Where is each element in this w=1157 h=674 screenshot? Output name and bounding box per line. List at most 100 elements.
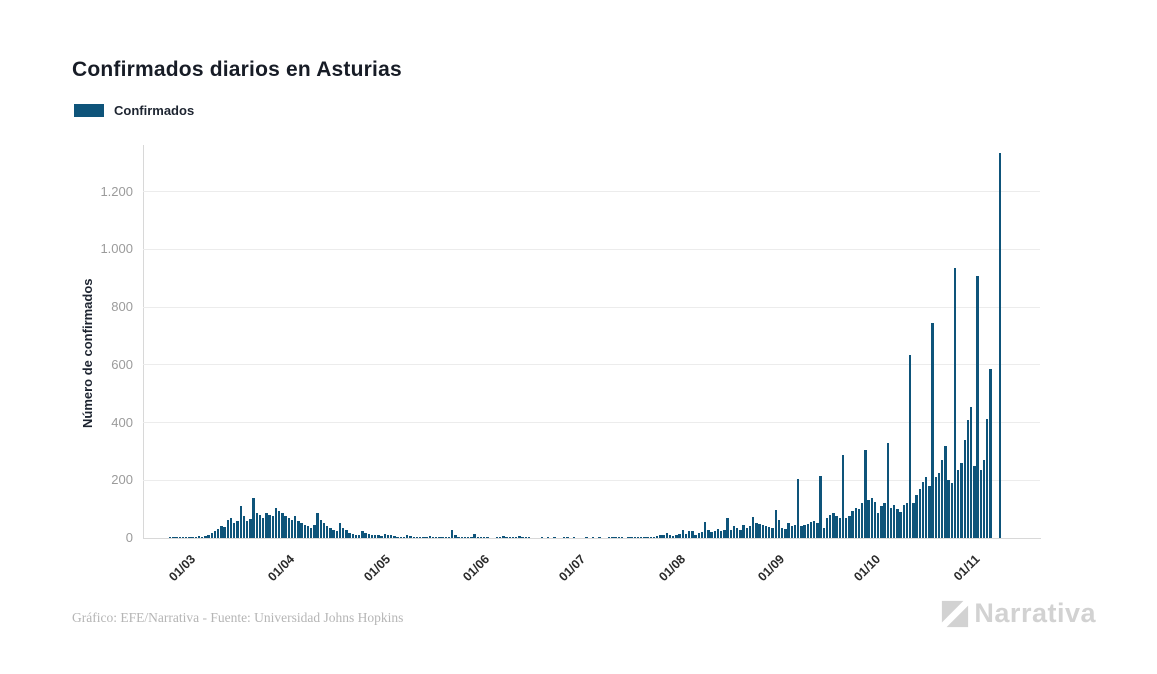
y-tick-label: 200 (111, 472, 133, 488)
bar (370, 534, 374, 538)
bar (627, 537, 630, 538)
bar (380, 536, 383, 538)
bar (928, 486, 931, 538)
bar (261, 517, 265, 538)
bar (319, 519, 322, 538)
bar (713, 530, 717, 538)
bar (611, 537, 614, 538)
bar (761, 524, 765, 538)
bar (572, 537, 576, 538)
bar (861, 503, 864, 538)
bar (764, 526, 768, 538)
bar (646, 537, 649, 538)
bar (803, 525, 806, 538)
bar (668, 535, 672, 538)
bar (835, 516, 838, 538)
bar (322, 522, 326, 538)
gridline (143, 306, 1040, 308)
bar (886, 442, 890, 538)
bar (989, 368, 992, 538)
bar (755, 523, 758, 538)
bar (441, 537, 444, 538)
bar (739, 529, 742, 538)
bar (816, 522, 819, 538)
bar (213, 530, 217, 538)
bar (591, 537, 595, 538)
bar (694, 534, 697, 538)
bar (428, 536, 431, 538)
bar (864, 449, 867, 538)
bar (342, 527, 345, 538)
bar (236, 521, 239, 538)
bar (832, 513, 835, 538)
bar (386, 535, 390, 538)
bar (422, 537, 425, 538)
bar (316, 512, 319, 538)
bar (220, 526, 223, 538)
bar (402, 537, 406, 538)
bar (502, 536, 505, 538)
bar (893, 504, 896, 538)
bar (505, 537, 508, 538)
bar (185, 537, 188, 538)
bar (169, 537, 172, 538)
x-tick-label: 01/03 (165, 552, 198, 585)
bar (444, 537, 447, 538)
x-tick-label: 01/06 (460, 552, 493, 585)
x-tick-label: 01/09 (755, 552, 788, 585)
bar (345, 529, 348, 538)
bar (245, 521, 249, 538)
y-tick-label: 800 (111, 299, 133, 315)
legend-swatch-icon (74, 104, 104, 117)
bar (239, 506, 242, 538)
bar (511, 537, 515, 538)
bar (409, 536, 412, 538)
bar (412, 536, 415, 538)
bar (265, 512, 268, 538)
bar (188, 537, 191, 538)
bar (774, 510, 777, 538)
bar (460, 537, 463, 538)
y-tick-label: 600 (111, 356, 133, 372)
bar (905, 503, 909, 538)
bar (688, 531, 691, 538)
bar (223, 527, 226, 538)
gridline (143, 479, 1040, 481)
bar (524, 537, 528, 538)
bar (181, 537, 185, 538)
bar (303, 524, 306, 538)
bar (793, 525, 797, 538)
bar (249, 519, 252, 538)
bar (787, 523, 790, 538)
bar (752, 516, 755, 538)
bar (912, 503, 915, 538)
bar (566, 537, 569, 538)
bar (463, 537, 467, 538)
bar (454, 535, 457, 538)
bar (655, 535, 659, 538)
bar (707, 529, 710, 538)
bar (950, 483, 954, 538)
bar (287, 517, 290, 538)
bar (335, 531, 338, 538)
bar (527, 537, 531, 538)
bar (960, 462, 963, 538)
bar (540, 537, 544, 538)
bar (883, 503, 886, 538)
bar (838, 517, 841, 538)
bar (854, 507, 857, 538)
x-tick-label: 01/04 (265, 552, 298, 585)
bar (700, 531, 704, 538)
bar (828, 514, 832, 538)
bar (268, 514, 271, 538)
bar (934, 477, 938, 538)
bar (393, 536, 396, 538)
bar (274, 507, 278, 538)
y-tick-label: 0 (125, 530, 133, 545)
bar (258, 514, 262, 538)
bar (290, 519, 294, 538)
bar (790, 526, 793, 538)
bar (825, 518, 829, 538)
bar (518, 536, 521, 538)
legend: Confirmados (74, 103, 194, 118)
